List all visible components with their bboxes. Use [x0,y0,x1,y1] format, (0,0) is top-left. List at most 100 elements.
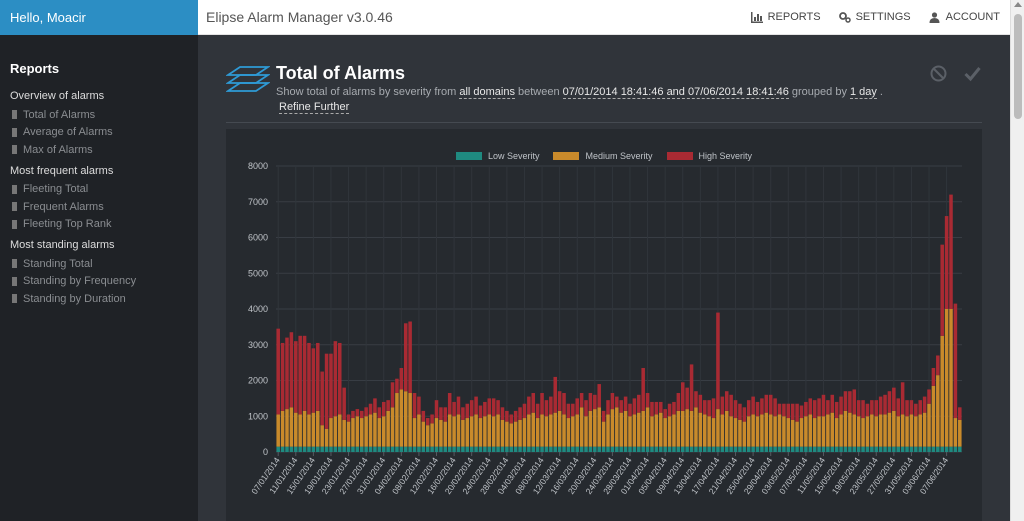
bar-medium[interactable] [302,410,307,447]
bar-high[interactable] [381,401,386,417]
bar-medium[interactable] [843,410,848,447]
bar-low[interactable] [637,446,641,452]
bar-medium[interactable] [364,416,368,447]
legend-low[interactable]: Low Severity [455,151,539,161]
bar-high[interactable] [936,355,940,376]
bar-low[interactable] [483,446,487,452]
bar-high[interactable] [799,405,804,419]
bar-high[interactable] [346,414,351,422]
bar-high[interactable] [465,403,470,419]
bar-high[interactable] [720,396,725,415]
bar-high[interactable] [280,342,285,411]
group-by-link[interactable]: 1 day [849,86,877,99]
bar-high[interactable] [311,348,316,413]
bar-medium[interactable] [764,412,769,447]
sidebar-item-frequent-alarms[interactable]: Frequent Alarms [10,198,188,216]
bar-medium[interactable] [307,414,311,447]
bar-high[interactable] [623,396,628,411]
bar-medium[interactable] [557,410,562,447]
bar-low[interactable] [958,446,962,452]
bar-medium[interactable] [808,414,813,447]
bar-medium[interactable] [790,419,795,447]
legend-high[interactable]: High Severity [666,151,752,161]
bar-high[interactable] [562,393,566,415]
bar-high[interactable] [746,400,751,417]
bar-medium[interactable] [936,375,940,447]
bar-medium[interactable] [549,414,553,447]
bar-low[interactable] [896,446,900,452]
bar-high[interactable] [535,403,540,419]
bar-low[interactable] [751,446,755,452]
bar-medium[interactable] [724,410,729,447]
bar-high[interactable] [474,396,478,415]
bar-high[interactable] [927,389,931,404]
bar-low[interactable] [588,446,593,452]
bar-medium[interactable] [834,418,839,447]
bar-high[interactable] [887,391,892,413]
bar-low[interactable] [672,446,676,452]
bar-medium[interactable] [474,414,478,447]
bar-medium[interactable] [535,418,540,447]
bar-medium[interactable] [593,409,597,447]
bar-high[interactable] [579,393,584,408]
bar-low[interactable] [878,446,883,452]
bar-low[interactable] [478,446,483,452]
bar-medium[interactable] [518,419,522,447]
bar-high[interactable] [637,394,641,413]
bar-high[interactable] [672,401,676,415]
bar-low[interactable] [487,446,492,452]
bar-high[interactable] [812,400,817,419]
bar-medium[interactable] [707,416,711,447]
bar-high[interactable] [302,335,307,411]
bar-high[interactable] [522,403,527,419]
bar-low[interactable] [883,446,887,452]
bar-low[interactable] [474,446,478,452]
cancel-icon[interactable] [928,63,948,83]
bar-low[interactable] [311,446,316,452]
bar-medium[interactable] [795,421,799,447]
bar-high[interactable] [958,407,962,420]
bar-medium[interactable] [698,412,703,447]
bar-medium[interactable] [883,414,887,447]
bar-high[interactable] [931,367,936,386]
bar-medium[interactable] [856,416,861,447]
bar-medium[interactable] [663,418,667,447]
bar-low[interactable] [742,446,747,452]
bar-medium[interactable] [632,414,637,447]
bar-low[interactable] [302,446,307,452]
bar-high[interactable] [439,407,443,420]
bar-low[interactable] [663,446,667,452]
bar-medium[interactable] [540,414,544,447]
sidebar-item-average-of-alarms[interactable]: Average of Alarms [10,124,188,142]
bar-high[interactable] [843,391,848,411]
bar-medium[interactable] [329,418,333,447]
bar-high[interactable] [338,342,342,415]
bar-high[interactable] [351,410,355,419]
bar-low[interactable] [417,446,421,452]
bar-low[interactable] [465,446,470,452]
bar-high[interactable] [892,387,896,411]
bar-high[interactable] [575,398,579,415]
bar-high[interactable] [777,403,782,415]
bar-low[interactable] [760,446,764,452]
bar-high[interactable] [839,396,843,415]
bar-high[interactable] [461,407,465,420]
bar-low[interactable] [505,446,509,452]
bar-low[interactable] [641,446,645,452]
bar-low[interactable] [544,446,549,452]
bar-medium[interactable] [606,414,610,447]
bar-medium[interactable] [874,416,879,447]
bar-high[interactable] [628,403,632,417]
bar-medium[interactable] [716,409,720,447]
bar-medium[interactable] [914,416,918,447]
bar-medium[interactable] [320,425,324,447]
bar-high[interactable] [922,396,927,413]
bar-medium[interactable] [681,410,685,447]
bar-low[interactable] [812,446,817,452]
bar-medium[interactable] [298,414,302,447]
bar-medium[interactable] [729,416,733,447]
bar-high[interactable] [641,367,645,411]
bar-high[interactable] [702,400,707,415]
bar-low[interactable] [865,446,870,452]
bar-low[interactable] [338,446,342,452]
